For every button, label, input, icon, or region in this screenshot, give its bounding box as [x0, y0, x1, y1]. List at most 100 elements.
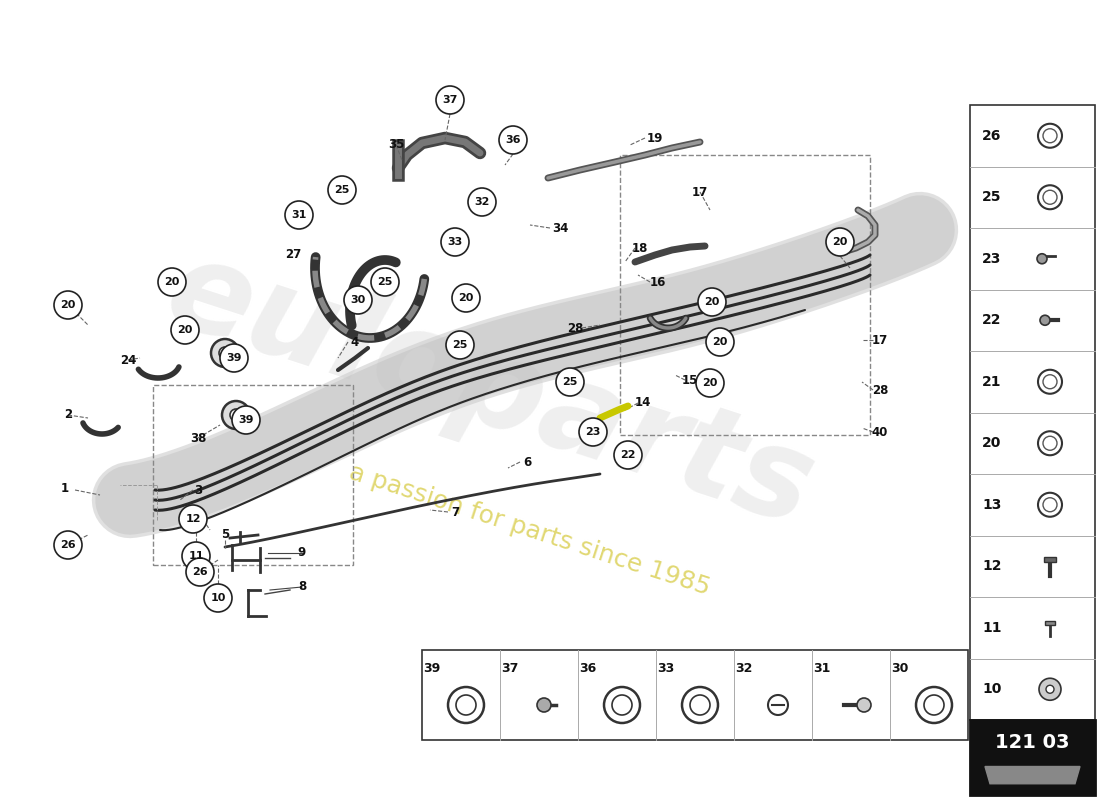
Circle shape — [230, 409, 242, 421]
Circle shape — [328, 176, 356, 204]
Circle shape — [220, 344, 248, 372]
Text: 22: 22 — [982, 314, 1002, 327]
Text: 23: 23 — [585, 427, 601, 437]
Circle shape — [54, 291, 82, 319]
Text: 20: 20 — [833, 237, 848, 247]
Text: 25: 25 — [452, 340, 468, 350]
Text: 38: 38 — [190, 431, 206, 445]
Text: 37: 37 — [442, 95, 458, 105]
Circle shape — [614, 441, 642, 469]
Text: 20: 20 — [60, 300, 76, 310]
Circle shape — [556, 368, 584, 396]
Text: 26: 26 — [192, 567, 208, 577]
Text: 20: 20 — [459, 293, 474, 303]
Text: 26: 26 — [982, 129, 1002, 142]
Text: 25: 25 — [982, 190, 1002, 204]
Circle shape — [186, 558, 214, 586]
Text: 32: 32 — [735, 662, 752, 674]
Text: 25: 25 — [562, 377, 578, 387]
Circle shape — [696, 369, 724, 397]
Text: 7: 7 — [451, 506, 459, 518]
Text: 31: 31 — [292, 210, 307, 220]
Circle shape — [204, 584, 232, 612]
Text: 16: 16 — [650, 275, 667, 289]
Text: 39: 39 — [239, 415, 254, 425]
Text: 5: 5 — [221, 529, 229, 542]
Circle shape — [219, 347, 231, 359]
Text: 13: 13 — [982, 498, 1002, 512]
Text: 21: 21 — [982, 374, 1002, 389]
Text: 27: 27 — [285, 249, 301, 262]
Text: euloparts: euloparts — [152, 229, 828, 551]
Text: 24: 24 — [120, 354, 136, 366]
Text: 39: 39 — [227, 353, 242, 363]
Polygon shape — [984, 766, 1080, 784]
Text: 23: 23 — [982, 252, 1002, 266]
Circle shape — [579, 418, 607, 446]
Text: 20: 20 — [702, 378, 717, 388]
Text: 34: 34 — [552, 222, 569, 234]
Text: 20: 20 — [713, 337, 728, 347]
Circle shape — [441, 228, 469, 256]
Text: 15: 15 — [682, 374, 698, 386]
Circle shape — [158, 268, 186, 296]
Text: 26: 26 — [60, 540, 76, 550]
Bar — [153, 385, 353, 565]
Circle shape — [436, 86, 464, 114]
Circle shape — [285, 201, 314, 229]
Text: 28: 28 — [872, 383, 888, 397]
Circle shape — [1046, 686, 1054, 694]
Circle shape — [222, 401, 250, 429]
Text: 20: 20 — [704, 297, 719, 307]
Text: 32: 32 — [474, 197, 490, 207]
Text: 14: 14 — [635, 397, 651, 410]
Circle shape — [211, 339, 239, 367]
Bar — [1044, 558, 1056, 562]
Text: 121 03: 121 03 — [996, 733, 1069, 752]
Text: 8: 8 — [298, 581, 306, 594]
Text: 20: 20 — [164, 277, 179, 287]
Text: 30: 30 — [351, 295, 365, 305]
Text: 11: 11 — [982, 621, 1002, 634]
Text: 4: 4 — [351, 335, 359, 349]
Circle shape — [452, 284, 480, 312]
Circle shape — [1040, 678, 1062, 700]
Text: 39: 39 — [424, 662, 441, 674]
Text: 30: 30 — [891, 662, 909, 674]
Text: 9: 9 — [298, 546, 306, 559]
Text: 28: 28 — [566, 322, 583, 334]
Text: 17: 17 — [872, 334, 888, 346]
Circle shape — [826, 228, 854, 256]
Text: 10: 10 — [982, 682, 1002, 696]
Circle shape — [499, 126, 527, 154]
Circle shape — [54, 531, 82, 559]
Text: 12: 12 — [185, 514, 200, 524]
Circle shape — [170, 316, 199, 344]
Circle shape — [857, 698, 871, 712]
Circle shape — [371, 268, 399, 296]
Circle shape — [698, 288, 726, 316]
Circle shape — [232, 406, 260, 434]
Text: 33: 33 — [448, 237, 463, 247]
Text: 1: 1 — [60, 482, 69, 494]
Bar — [1045, 621, 1055, 625]
Text: 20: 20 — [177, 325, 192, 335]
Circle shape — [706, 328, 734, 356]
Circle shape — [1040, 315, 1050, 326]
Bar — [970, 105, 1094, 720]
Text: 18: 18 — [631, 242, 648, 254]
Circle shape — [468, 188, 496, 216]
Circle shape — [179, 505, 207, 533]
Text: 36: 36 — [580, 662, 596, 674]
Bar — [620, 155, 870, 435]
Text: 31: 31 — [813, 662, 830, 674]
Text: 37: 37 — [502, 662, 519, 674]
Bar — [422, 650, 968, 740]
Text: 40: 40 — [872, 426, 888, 438]
Circle shape — [1037, 254, 1047, 264]
Text: 19: 19 — [647, 131, 663, 145]
Text: 2: 2 — [64, 409, 73, 422]
Text: 3: 3 — [194, 483, 202, 497]
Text: 17: 17 — [692, 186, 708, 198]
Text: 25: 25 — [334, 185, 350, 195]
